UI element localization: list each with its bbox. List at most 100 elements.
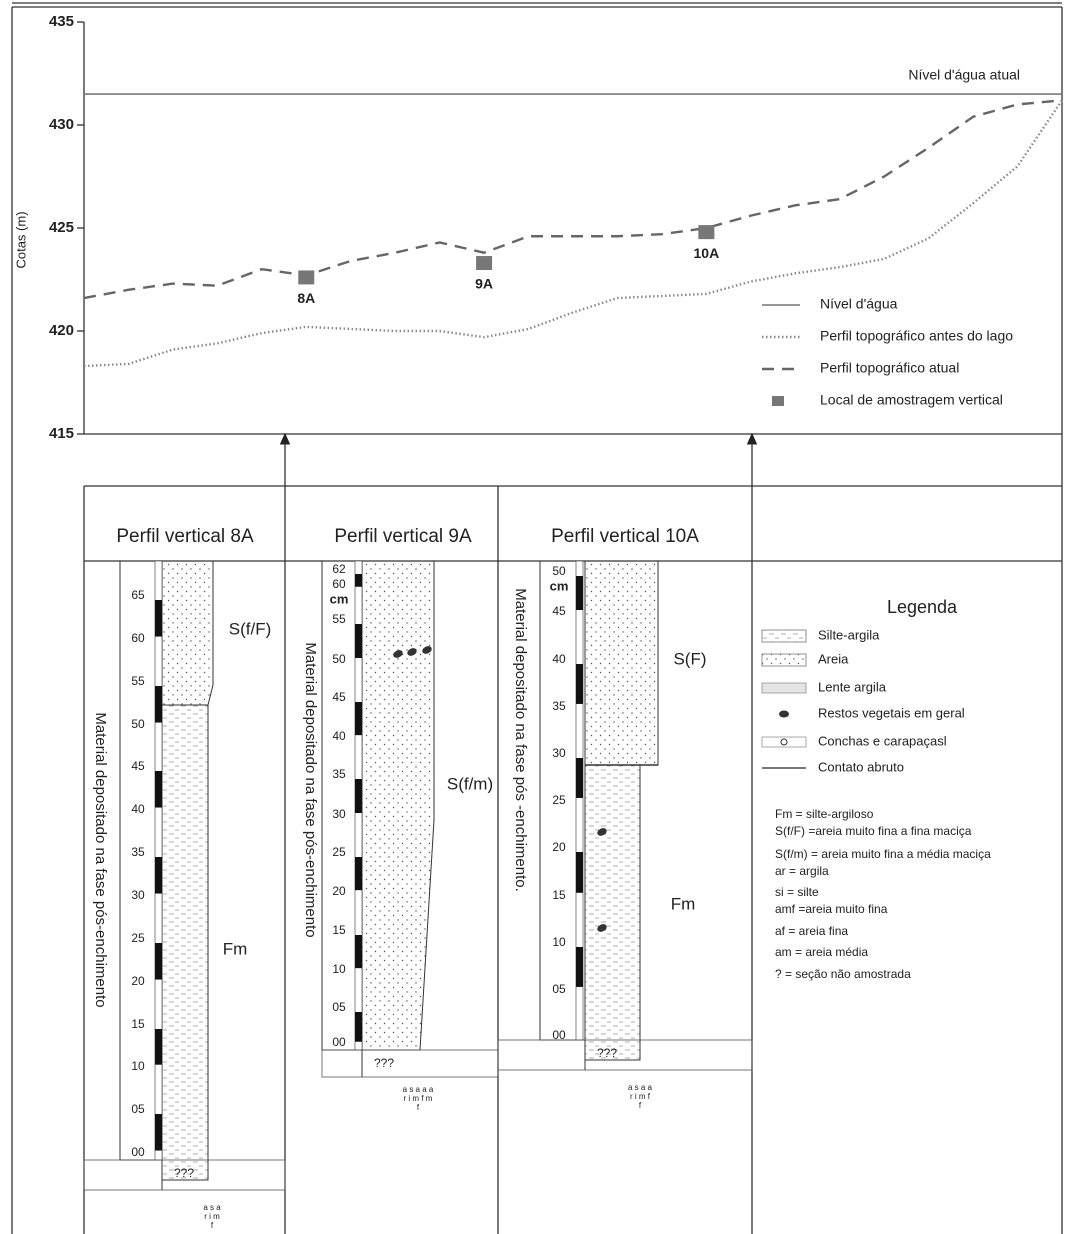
ruler-segment — [355, 702, 362, 735]
depth-label: 60 — [332, 577, 346, 591]
sand-column — [362, 561, 434, 1050]
depth-label: 20 — [552, 840, 566, 854]
depth-label: 25 — [552, 793, 566, 807]
depth-label: 30 — [552, 746, 566, 760]
unsampled-box — [322, 1050, 498, 1077]
depth-label: 00 — [332, 1035, 346, 1049]
depth-label: 05 — [332, 1000, 346, 1014]
profile-side-text: Material depositado na fase pós-enchimen… — [302, 642, 319, 937]
point-label: 10A — [694, 245, 720, 261]
depth-unit: cm — [330, 591, 349, 606]
legend-swatch — [762, 630, 806, 642]
ruler-segment — [155, 600, 162, 637]
depth-unit: cm — [550, 578, 569, 593]
ruler-segment — [576, 947, 583, 987]
ruler-segment — [576, 664, 583, 704]
depth-label: 50 — [131, 717, 145, 731]
ruler-segment — [155, 1114, 162, 1151]
legend-item: Areia — [818, 651, 849, 666]
legend-label: Perfil topográfico atual — [820, 360, 959, 376]
grain-scale: a s a — [203, 1203, 221, 1212]
legend-swatch — [772, 396, 784, 406]
y-tick-label: 415 — [49, 425, 74, 442]
point-label: 9A — [475, 276, 493, 292]
ruler-segment — [355, 574, 362, 587]
depth-label: 45 — [332, 690, 346, 704]
depth-label: 50 — [552, 564, 566, 578]
depth-label: 05 — [131, 1102, 145, 1116]
legend-note: am = areia média — [775, 945, 868, 959]
facies-label: S(f/F) — [229, 619, 272, 638]
ruler-segment — [576, 758, 583, 798]
ruler-segment — [355, 857, 362, 890]
depth-label: 62 — [332, 562, 346, 576]
depth-label: 30 — [332, 807, 346, 821]
profile-title: Perfil vertical 10A — [551, 526, 699, 547]
grain-scale: f — [211, 1221, 214, 1230]
legend-item: Lente argila — [818, 679, 887, 694]
depth-label: 35 — [552, 699, 566, 713]
legend-note: S(f/m) = areia muito fina a média maciça — [775, 847, 991, 861]
depth-label: 20 — [332, 884, 346, 898]
legend-note: af = areia fina — [775, 924, 848, 938]
legend-swatch — [781, 739, 787, 745]
legend-item: Silte-argila — [818, 627, 880, 642]
sand-column — [162, 561, 213, 705]
grain-scale: r i m f m — [404, 1094, 433, 1103]
legend-swatch — [779, 711, 789, 718]
legend-item: Conchas e carapaçasl — [818, 733, 947, 748]
legend-label: Local de amostragem vertical — [820, 392, 1003, 408]
sample-point — [698, 225, 714, 239]
legend-note: amf =areia muito fina — [775, 902, 888, 916]
legend-note: ? = seção não amostrada — [775, 967, 911, 981]
ruler-segment — [155, 1029, 162, 1065]
grain-scale: f — [639, 1101, 642, 1110]
y-tick-label: 430 — [49, 116, 74, 133]
silt-column — [585, 765, 640, 1060]
facies-label: Fm — [223, 939, 248, 958]
ruler-segment — [355, 779, 362, 813]
facies-label: Fm — [671, 894, 696, 913]
legend-note: Fm = silte-argiloso — [775, 807, 874, 821]
depth-label: 45 — [552, 604, 566, 618]
depth-label: 55 — [332, 612, 346, 626]
ruler-segment — [355, 1012, 362, 1042]
profile-title: Perfil vertical 9A — [334, 526, 472, 547]
grain-scale: r i m f — [630, 1092, 651, 1101]
legend-swatch — [762, 683, 806, 693]
legend-label: Nível d'água — [820, 296, 898, 312]
depth-label: 25 — [131, 931, 145, 945]
series-line — [84, 100, 1062, 298]
unsampled-label: ??? — [174, 1166, 194, 1180]
grain-scale: a s a a — [628, 1083, 653, 1092]
profile-side-text: Material depositado na fase pós -enchime… — [512, 588, 529, 892]
depth-label: 00 — [131, 1145, 145, 1159]
legend-label: Perfil topográfico antes do lago — [820, 328, 1013, 344]
ruler-segment — [155, 771, 162, 808]
ruler-segment — [576, 852, 583, 893]
sample-point — [298, 270, 314, 284]
grain-scale: a s a a a — [403, 1085, 434, 1094]
depth-label: 15 — [131, 1017, 145, 1031]
depth-label: 60 — [131, 631, 145, 645]
y-axis-label: Cotas (m) — [13, 211, 28, 268]
depth-label: 30 — [131, 888, 145, 902]
depth-label: 40 — [552, 652, 566, 666]
legend-note: ar = argila — [775, 864, 829, 878]
y-tick-label: 420 — [49, 322, 74, 339]
sample-point — [476, 256, 492, 270]
ruler-segment — [355, 624, 362, 658]
ruler-segment — [155, 857, 162, 894]
silt-column — [162, 705, 208, 1180]
depth-label: 10 — [332, 962, 346, 976]
depth-label: 55 — [131, 674, 145, 688]
depth-label: 35 — [332, 767, 346, 781]
profile-side-text: Material depositado na fase pós-enchimen… — [92, 712, 109, 1007]
facies-label: S(f/m) — [447, 774, 493, 793]
unsampled-label: ??? — [374, 1056, 394, 1070]
unsampled-label: ??? — [597, 1046, 617, 1060]
figure: Cotas (m) Nível d'água atual Legenda 415… — [0, 0, 1066, 1234]
sand-column — [585, 561, 658, 765]
depth-label: 25 — [332, 845, 346, 859]
ruler-segment — [155, 943, 162, 980]
